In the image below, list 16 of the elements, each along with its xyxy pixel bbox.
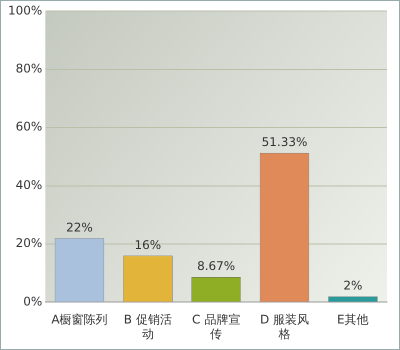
y-tick-label: 60% [16,120,42,134]
data-label: 16% [134,238,162,252]
y-tick-label: 40% [16,178,42,192]
data-label: 51.33% [262,134,308,149]
x-tick-label: A橱窗陈列 [51,312,108,327]
x-tick-label: D 服装风格 [260,312,310,341]
data-label: 8.67% [197,259,236,274]
data-label: 22% [66,220,93,234]
x-tick-label: B 促销活动 [124,312,172,341]
data-label: 2% [343,278,362,293]
y-tick-label: 0% [23,294,42,308]
y-tick-label: 20% [16,236,42,250]
x-tick-label: E其他 [337,312,369,327]
y-tick-label: 100% [8,3,42,18]
x-tick-label: C 品牌宣传 [192,312,240,341]
y-tick-label: 80% [16,62,42,76]
